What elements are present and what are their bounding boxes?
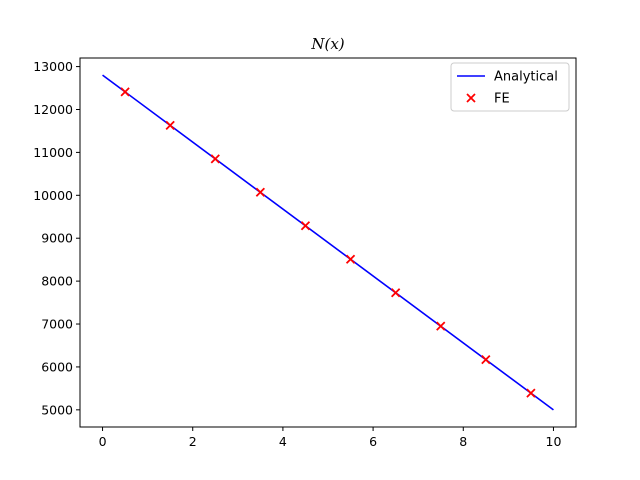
y-tick-label: 6000 xyxy=(41,359,73,374)
x-tick-label: 6 xyxy=(369,434,377,449)
y-tick-label: 7000 xyxy=(41,317,73,332)
fe-marker-stroke xyxy=(165,120,175,131)
x-tick-label: 2 xyxy=(189,434,197,449)
x-tick-label: 8 xyxy=(459,434,467,449)
fe-point xyxy=(481,354,491,365)
y-tick-label: 9000 xyxy=(41,231,73,246)
y-tick-label: 11000 xyxy=(33,145,73,160)
analytical-line xyxy=(102,74,554,411)
fe-point xyxy=(210,154,220,164)
fe-point xyxy=(255,187,266,197)
fe-marker-stroke xyxy=(300,221,311,231)
y-tick-label: 8000 xyxy=(41,274,73,289)
legend-label: FE xyxy=(494,92,510,107)
fe-marker-stroke xyxy=(345,254,356,264)
fe-point xyxy=(120,87,130,97)
fe-point xyxy=(390,288,401,298)
legend-box xyxy=(450,62,570,112)
fe-marker-stroke xyxy=(481,354,491,365)
y-tick-label: 5000 xyxy=(41,402,73,417)
x-tick-label: 0 xyxy=(99,434,107,449)
x-tick-label: 10 xyxy=(546,434,562,449)
legend-marker-swatch xyxy=(466,93,476,103)
chart-title: N(x) xyxy=(310,35,344,53)
legend-label: Analytical xyxy=(494,70,558,85)
fe-marker-stroke xyxy=(390,288,401,298)
y-tick-label: 13000 xyxy=(33,59,73,74)
fe-marker-stroke xyxy=(255,187,266,197)
fe-point xyxy=(300,221,311,231)
legend-marker-stroke xyxy=(466,93,476,103)
fe-marker-stroke xyxy=(120,87,130,97)
axis-ticks: 0 2 4 6 8 10 5000 6000 7000 8000 9000 10000 11000 120… xyxy=(33,59,561,449)
fe-point xyxy=(345,254,356,264)
fe-point xyxy=(526,388,536,398)
fe-point xyxy=(165,120,175,131)
x-tick-label: 4 xyxy=(279,434,287,449)
fe-marker-stroke xyxy=(526,388,536,398)
fe-point xyxy=(436,321,446,331)
axes-frame xyxy=(79,57,577,428)
y-tick-label: 10000 xyxy=(33,188,73,203)
y-tick-label: 12000 xyxy=(33,102,73,117)
plot-area xyxy=(102,74,554,411)
legend: Analytical FE xyxy=(450,62,570,112)
fe-marker-stroke xyxy=(436,321,446,331)
fe-marker-stroke xyxy=(210,154,220,164)
